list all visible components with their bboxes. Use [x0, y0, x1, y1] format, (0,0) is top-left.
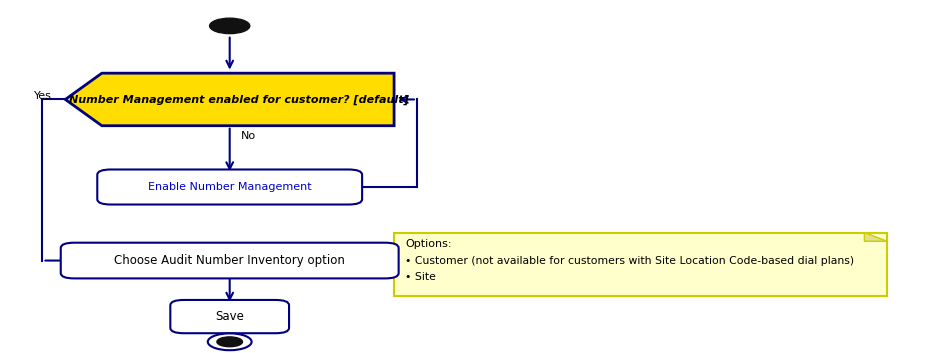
Circle shape	[209, 18, 249, 34]
Circle shape	[217, 337, 242, 347]
Text: • Customer (not available for customers with Site Location Code-based dial plans: • Customer (not available for customers …	[405, 256, 853, 266]
Polygon shape	[66, 73, 394, 126]
Text: Yes: Yes	[33, 91, 51, 101]
Text: Choose Audit Number Inventory option: Choose Audit Number Inventory option	[114, 254, 345, 267]
Text: Enable Number Management: Enable Number Management	[148, 182, 311, 192]
Text: Save: Save	[215, 310, 244, 323]
Polygon shape	[863, 233, 886, 241]
FancyBboxPatch shape	[170, 300, 288, 333]
Circle shape	[208, 333, 251, 350]
FancyBboxPatch shape	[97, 169, 362, 204]
Text: • Site: • Site	[405, 273, 435, 282]
Text: No: No	[240, 131, 255, 141]
Text: Number Management enabled for customer? [default]: Number Management enabled for customer? …	[69, 94, 408, 104]
Text: Options:: Options:	[405, 239, 451, 249]
FancyBboxPatch shape	[394, 233, 886, 295]
FancyBboxPatch shape	[61, 243, 398, 279]
